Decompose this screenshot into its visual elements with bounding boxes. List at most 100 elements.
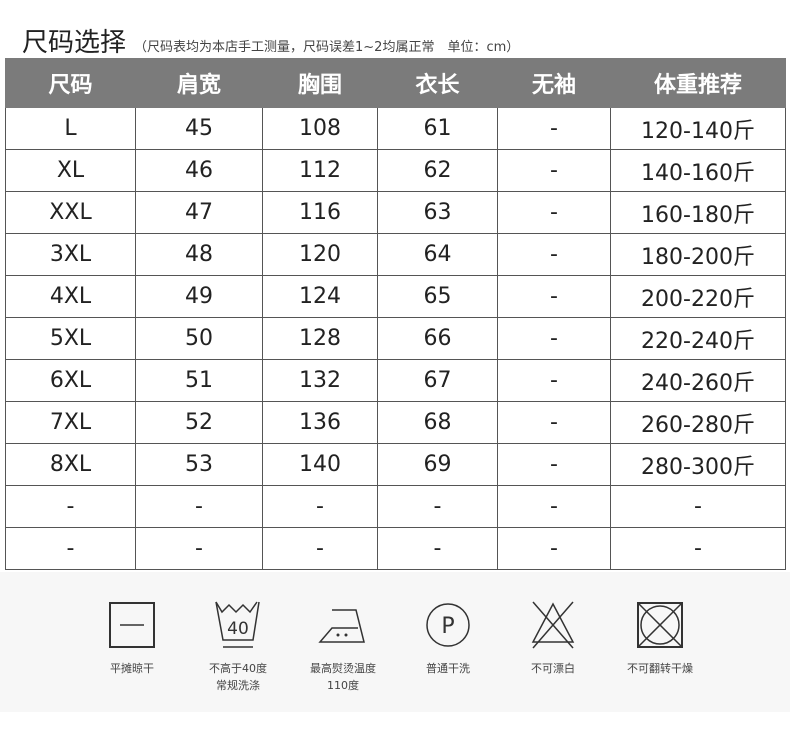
table-cell: - <box>497 485 611 528</box>
care-label: 最高熨烫温度 110度 <box>310 662 376 692</box>
table-cell: 140-160斤 <box>610 149 786 192</box>
care-item-wash: 40 不高于40度 常规洗涤 <box>183 600 293 694</box>
table-cell: 260-280斤 <box>610 401 786 444</box>
table-cell: 220-240斤 <box>610 317 786 360</box>
care-label: 不可漂白 <box>531 662 575 675</box>
table-row: ------ <box>5 527 786 570</box>
table-cell: 3XL <box>5 233 136 276</box>
table-cell: XXL <box>5 191 136 234</box>
table-cell: 48 <box>135 233 263 276</box>
table-cell: - <box>497 317 611 360</box>
care-instructions: 平摊晾干 40 不高于40度 常规洗涤 最高熨烫温度 110度 P 普通干洗 不可漂… <box>0 572 790 712</box>
table-cell: 116 <box>262 191 378 234</box>
table-row: XXL 47 116 63-160-180斤 <box>5 191 786 234</box>
table-cell: 63 <box>377 191 498 234</box>
table-cell: 124 <box>262 275 378 318</box>
table-cell: - <box>497 527 611 570</box>
table-cell: - <box>497 191 611 234</box>
table-cell: 140 <box>262 443 378 486</box>
table-row: L 45 108 61-120-140斤 <box>5 107 786 150</box>
table-cell: 8XL <box>5 443 136 486</box>
table-cell: - <box>262 527 378 570</box>
table-cell: 61 <box>377 107 498 150</box>
care-label: 不高于40度 常规洗涤 <box>209 662 267 692</box>
care-item-dry-clean: P 普通干洗 <box>393 600 503 677</box>
table-cell: 47 <box>135 191 263 234</box>
care-item-no-bleach: 不可漂白 <box>498 600 608 677</box>
table-cell: 65 <box>377 275 498 318</box>
care-item-iron: 最高熨烫温度 110度 <box>288 600 398 694</box>
column-header: 体重推荐 <box>610 58 786 108</box>
table-cell: - <box>262 485 378 528</box>
table-row: 8XL 53 140 69-280-300斤 <box>5 443 786 486</box>
page-title: 尺码选择 （尺码表均为本店手工测量，尺码误差1~2均属正常 单位：cm） <box>22 22 519 59</box>
table-cell: - <box>497 233 611 276</box>
table-cell: - <box>135 485 263 528</box>
table-cell: L <box>5 107 136 150</box>
table-cell: 51 <box>135 359 263 402</box>
table-cell: 53 <box>135 443 263 486</box>
table-cell: - <box>5 485 136 528</box>
title-text: 尺码选择 <box>22 28 127 58</box>
column-header: 尺码 <box>5 58 136 108</box>
table-cell: - <box>497 359 611 402</box>
table-cell: 7XL <box>5 401 136 444</box>
table-cell: - <box>5 527 136 570</box>
table-cell: 136 <box>262 401 378 444</box>
table-cell: 6XL <box>5 359 136 402</box>
table-row: 6XL 51 132 67-240-260斤 <box>5 359 786 402</box>
table-cell: - <box>497 275 611 318</box>
table-header: 尺码 肩宽 胸围 衣长 无袖 体重推荐 <box>5 58 786 108</box>
table-row: 3XL 48 120 64-180-200斤 <box>5 233 786 276</box>
table-cell: - <box>497 149 611 192</box>
dry-flat-icon <box>109 602 155 648</box>
table-cell: 108 <box>262 107 378 150</box>
table-row: ------ <box>5 485 786 528</box>
care-item-dry-flat: 平摊晾干 <box>77 600 187 677</box>
table-row: XL 46 112 62-140-160斤 <box>5 149 786 192</box>
svg-text:P: P <box>441 614 454 639</box>
table-cell: 66 <box>377 317 498 360</box>
table-cell: 280-300斤 <box>610 443 786 486</box>
table-row: 4XL 49 124 65-200-220斤 <box>5 275 786 318</box>
table-cell: 50 <box>135 317 263 360</box>
table-cell: XL <box>5 149 136 192</box>
table-cell: - <box>610 527 786 570</box>
table-cell: 45 <box>135 107 263 150</box>
care-label: 不可翻转干燥 <box>627 662 693 675</box>
column-header: 衣长 <box>377 58 498 108</box>
size-table: 尺码 肩宽 胸围 衣长 无袖 体重推荐 L 45 108 61-120-140斤 XL 46 112 6… <box>5 58 786 570</box>
table-cell: 67 <box>377 359 498 402</box>
table-cell: 4XL <box>5 275 136 318</box>
table-cell: 69 <box>377 443 498 486</box>
table-cell: 160-180斤 <box>610 191 786 234</box>
table-cell: 200-220斤 <box>610 275 786 318</box>
care-label: 普通干洗 <box>426 662 470 675</box>
care-item-no-tumble: 不可翻转干燥 <box>605 600 715 677</box>
no-bleach-icon <box>531 601 575 649</box>
no-tumble-dry-icon <box>637 602 683 648</box>
table-cell: - <box>377 485 498 528</box>
column-header: 无袖 <box>497 58 611 108</box>
table-cell: 120 <box>262 233 378 276</box>
table-cell: - <box>377 527 498 570</box>
table-cell: 64 <box>377 233 498 276</box>
table-cell: 180-200斤 <box>610 233 786 276</box>
subtitle-text: （尺码表均为本店手工测量，尺码误差1~2均属正常 单位：cm） <box>134 40 520 55</box>
table-cell: 132 <box>262 359 378 402</box>
table-cell: 46 <box>135 149 263 192</box>
table-cell: 62 <box>377 149 498 192</box>
table-cell: - <box>135 527 263 570</box>
table-cell: - <box>497 443 611 486</box>
table-cell: 52 <box>135 401 263 444</box>
table-cell: 68 <box>377 401 498 444</box>
dry-clean-p-icon: P <box>426 603 470 647</box>
column-header: 胸围 <box>262 58 378 108</box>
table-cell: 49 <box>135 275 263 318</box>
table-cell: - <box>610 485 786 528</box>
care-label: 平摊晾干 <box>110 662 154 675</box>
table-cell: 128 <box>262 317 378 360</box>
column-header: 肩宽 <box>135 58 263 108</box>
wash-40-icon: 40 <box>215 601 260 648</box>
svg-text:40: 40 <box>227 619 249 639</box>
